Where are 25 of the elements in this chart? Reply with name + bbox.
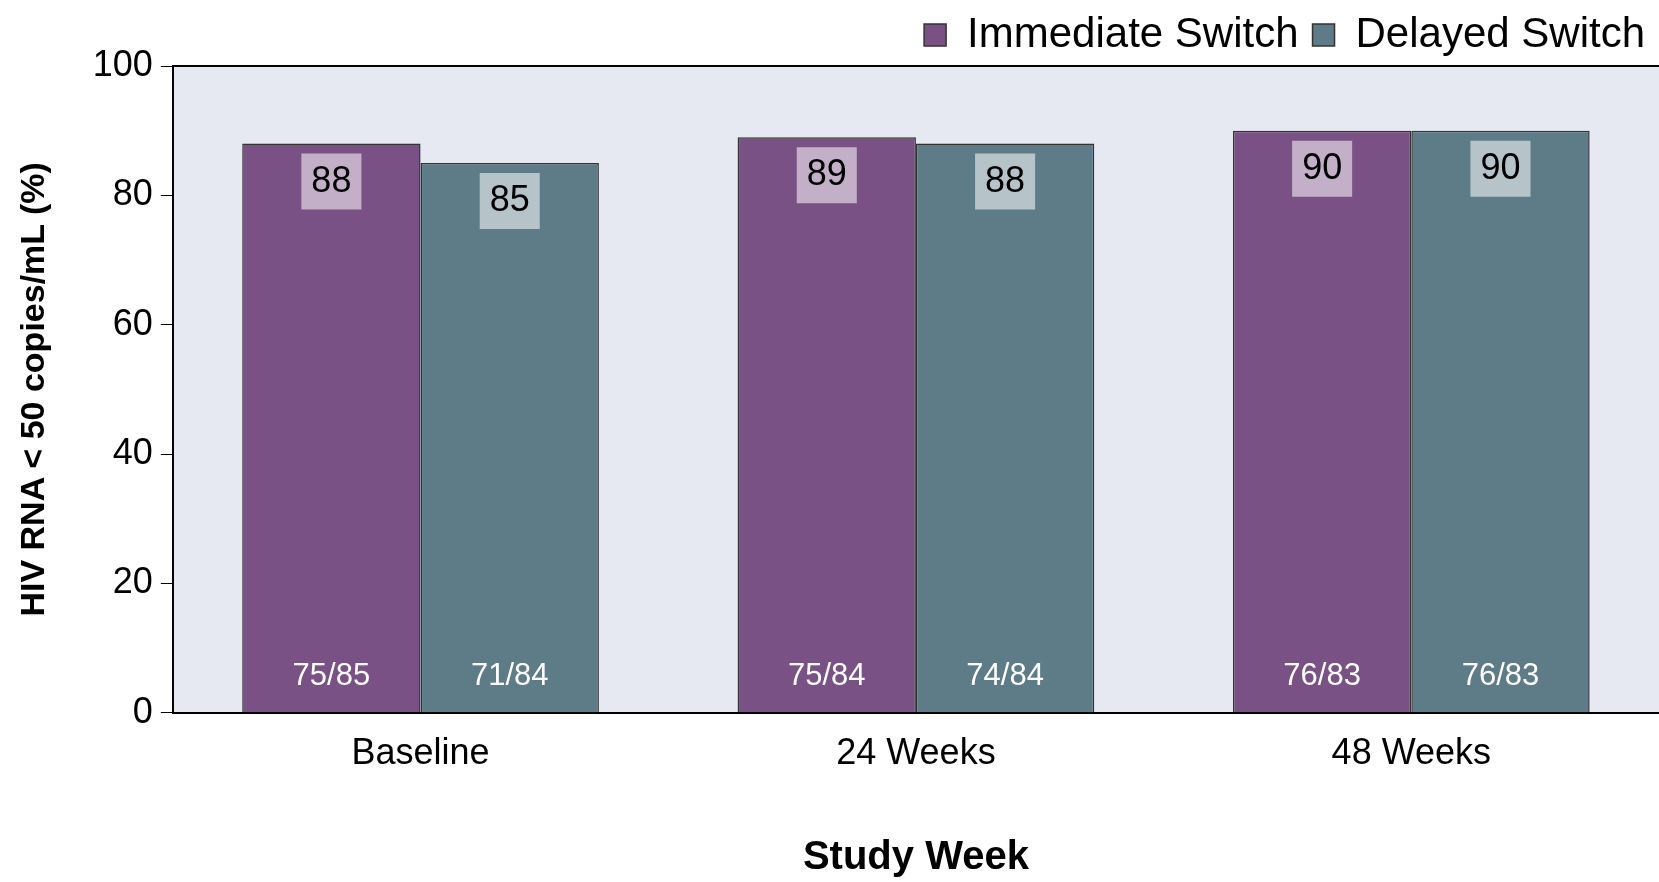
y-tick-label: 20 <box>112 560 153 602</box>
legend-label: Immediate Switch <box>967 8 1299 56</box>
data-label: 85 <box>489 177 530 219</box>
data-label: 88 <box>311 158 352 200</box>
annotation: 75/84 <box>787 657 866 693</box>
y-tick-label: 40 <box>112 431 153 472</box>
annotation: 76/83 <box>1461 657 1540 693</box>
x-tick-label: 24 Weeks <box>836 731 996 773</box>
x-tick-label: Baseline <box>351 731 490 773</box>
annotation: 75/85 <box>292 657 371 693</box>
x-tick-label: 48 Weeks <box>1331 731 1492 773</box>
annotation: 71/84 <box>470 657 549 693</box>
y-tick-label: 0 <box>132 689 153 731</box>
annotation: 76/83 <box>1283 657 1361 693</box>
y-tick-label: 80 <box>112 172 153 214</box>
data-label: 90 <box>1302 145 1343 187</box>
y-axis-title: HIV RNA < 50 copies/mL (%) <box>12 162 51 617</box>
legend-label: Delayed Switch <box>1355 8 1645 56</box>
y-tick-label: 100 <box>92 42 153 84</box>
y-tick-label: 60 <box>112 301 153 343</box>
annotation: 74/84 <box>966 657 1044 693</box>
data-label: 90 <box>1480 145 1521 187</box>
data-label: 89 <box>806 152 847 194</box>
data-label: 88 <box>985 158 1026 200</box>
x-axis-title: Study Week <box>802 833 1030 878</box>
